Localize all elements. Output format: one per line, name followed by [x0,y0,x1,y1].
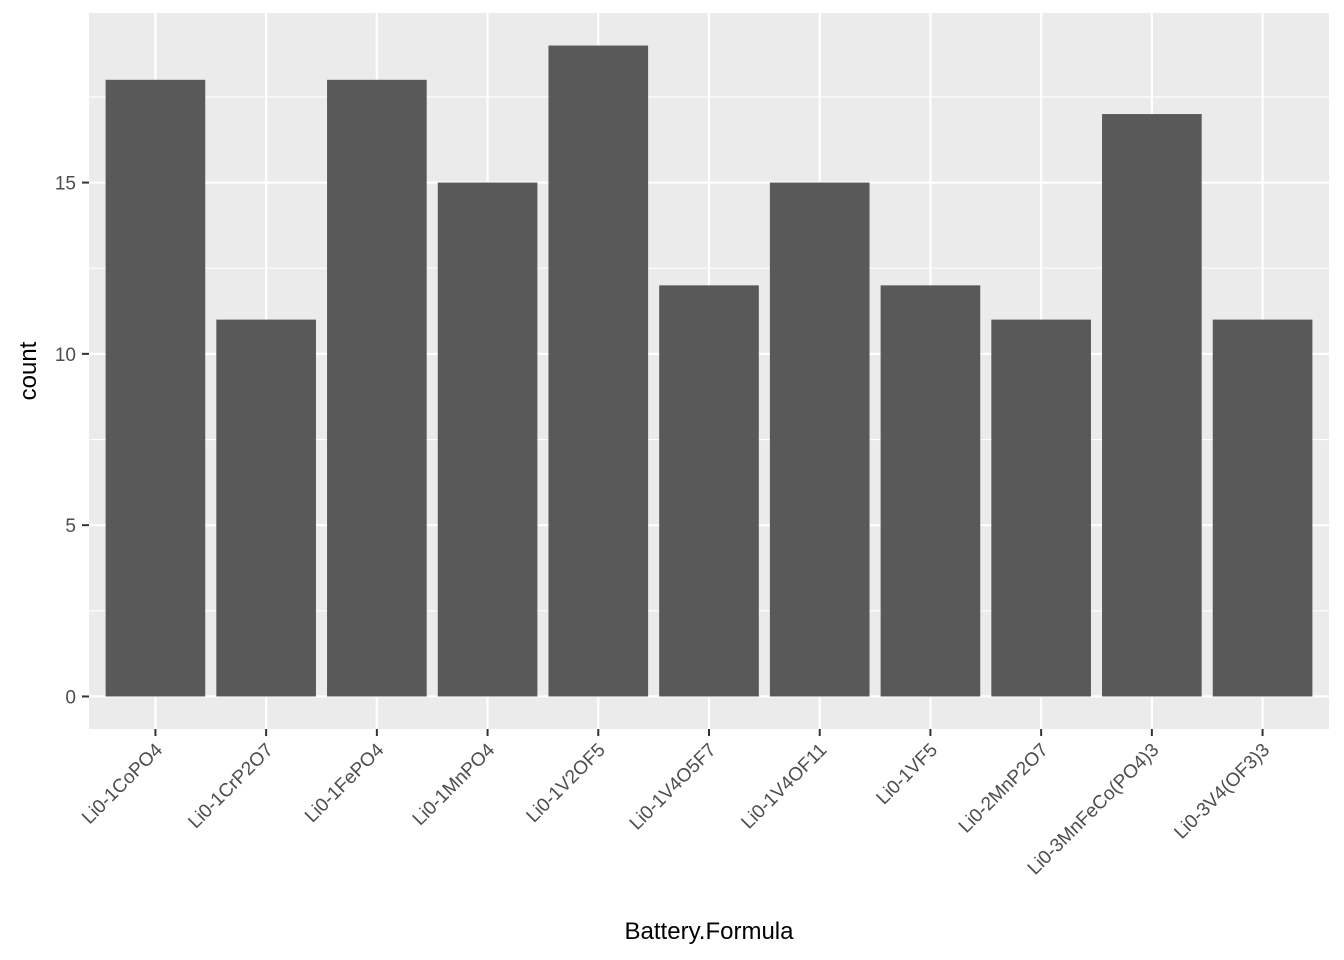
x-tick-label: Li0-1MnPO4 [409,739,500,830]
y-axis: 0 5 10 15 [55,174,89,708]
bar [327,79,427,697]
bar [437,182,538,697]
bar [105,79,206,697]
y-tick-label: 10 [55,345,76,366]
y-tick-label: 0 [65,687,76,708]
y-tick-label: 5 [65,516,76,537]
x-tick-label: Li0-1FePO4 [301,739,389,827]
x-tick-label: Li0-2MnP2O7 [955,740,1053,838]
bar [769,182,870,697]
bar [548,45,649,697]
bars [105,45,1313,697]
x-tick-label: Li0-1CoPO4 [78,739,167,828]
y-axis-title: count [15,341,42,400]
x-tick-label: Li0-1VF5 [873,740,942,809]
bar [880,285,981,697]
bar [1102,114,1202,697]
x-axis: Li0-1CoPO4 Li0-1CrP2O7 Li0-1FePO4 Li0-1MnPO… [78,729,1274,879]
x-tick-label: Li0-1V4O5F7 [626,740,721,835]
bar [991,319,1091,697]
x-tick-label: Li0-3V4(OF3)3 [1170,740,1274,844]
bar [659,285,759,697]
x-axis-title: Battery.Formula [625,918,795,945]
bar [1212,319,1313,697]
x-tick-label: Li0-1CrP2O7 [184,740,277,833]
x-tick-label: Li0-1V4OF11 [737,740,831,834]
bar [216,319,316,697]
y-tick-label: 15 [55,174,76,195]
x-tick-label: Li0-1V2OF5 [523,740,610,827]
